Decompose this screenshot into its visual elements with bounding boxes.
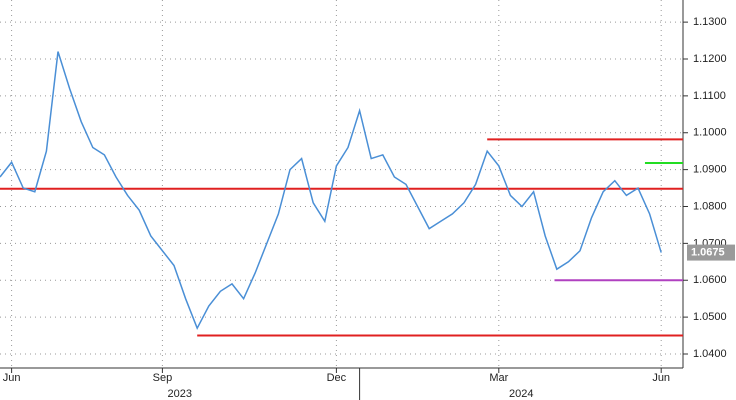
last-price-label: 1.0675: [691, 246, 725, 258]
x-tick-label: Jun: [3, 372, 21, 384]
y-tick-label: 1.0600: [693, 274, 727, 286]
y-tick-label: 1.1000: [693, 127, 727, 139]
last-price-box: [687, 244, 735, 261]
y-tick-label: 1.0800: [693, 200, 727, 212]
y-tick-label: 1.0900: [693, 164, 727, 176]
x-group-label: 2023: [168, 388, 192, 400]
y-tick-label: 1.0400: [693, 348, 727, 360]
x-tick-label: Jun: [652, 372, 670, 384]
y-tick-label: 1.1100: [693, 90, 726, 102]
x-group-label: 2024: [509, 388, 533, 400]
price-line: [0, 51, 662, 330]
x-tick-label: Dec: [327, 372, 347, 384]
x-tick-label: Sep: [153, 372, 173, 384]
x-tick-label: Mar: [489, 372, 508, 384]
y-tick-label: 1.1300: [693, 16, 727, 28]
y-tick-label: 1.1200: [693, 53, 727, 65]
y-tick-label: 1.0500: [693, 311, 727, 323]
